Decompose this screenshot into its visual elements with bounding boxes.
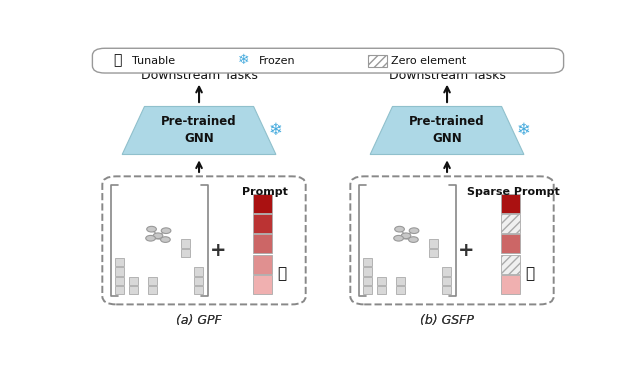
Text: 🔥: 🔥 (277, 266, 286, 281)
Bar (501, 275, 520, 294)
Bar (180, 249, 189, 257)
Text: Downstream Tasks: Downstream Tasks (141, 70, 257, 82)
Polygon shape (122, 107, 276, 155)
Bar (364, 286, 372, 294)
Circle shape (161, 237, 170, 242)
Text: Sparse Prompt: Sparse Prompt (467, 187, 559, 197)
Bar (194, 277, 203, 285)
Circle shape (394, 235, 403, 241)
Circle shape (408, 237, 419, 242)
Text: Prompt: Prompt (242, 187, 288, 197)
Bar (253, 214, 272, 233)
Text: Pre-trained
GNN: Pre-trained GNN (161, 116, 237, 146)
Text: 🔥: 🔥 (525, 266, 534, 281)
Text: (a) GPF: (a) GPF (176, 314, 222, 327)
Bar (501, 255, 520, 274)
Text: (a) GPF: (a) GPF (176, 314, 222, 327)
Bar (367, 55, 387, 67)
Text: ❄: ❄ (517, 121, 531, 139)
Text: Downstream Tasks: Downstream Tasks (388, 70, 506, 82)
Bar (129, 286, 138, 294)
Bar (364, 268, 372, 276)
Text: (b) GSFP: (b) GSFP (420, 314, 474, 327)
Text: Frozen: Frozen (259, 56, 295, 66)
FancyBboxPatch shape (92, 48, 564, 73)
Text: Pre-trained
GNN: Pre-trained GNN (409, 116, 485, 146)
Circle shape (409, 228, 419, 234)
Bar (376, 277, 385, 285)
Circle shape (146, 235, 156, 241)
Bar (194, 268, 203, 276)
Bar (253, 234, 272, 254)
Bar (148, 286, 157, 294)
Bar (442, 268, 451, 276)
Bar (501, 214, 520, 233)
FancyBboxPatch shape (102, 176, 306, 304)
Text: +: + (210, 241, 227, 260)
Text: ❄: ❄ (269, 121, 283, 139)
Bar (115, 258, 124, 266)
Bar (115, 286, 124, 294)
Circle shape (147, 226, 156, 232)
Text: +: + (458, 241, 474, 260)
Bar (501, 194, 520, 213)
Bar (115, 277, 124, 285)
Circle shape (395, 226, 404, 232)
Circle shape (153, 233, 163, 239)
Bar (115, 268, 124, 276)
Bar (429, 249, 438, 257)
Bar (396, 277, 405, 285)
Bar (129, 277, 138, 285)
Bar (253, 255, 272, 274)
Bar (148, 277, 157, 285)
Bar (364, 277, 372, 285)
Text: (b) GSFP: (b) GSFP (420, 314, 474, 327)
Circle shape (161, 228, 171, 234)
Polygon shape (370, 107, 524, 155)
FancyBboxPatch shape (350, 176, 554, 304)
Text: 🔥: 🔥 (113, 54, 122, 68)
Bar (180, 240, 189, 248)
Bar (429, 240, 438, 248)
Text: Tunable: Tunable (132, 56, 175, 66)
Bar (364, 258, 372, 266)
Bar (194, 286, 203, 294)
Bar (376, 286, 385, 294)
Circle shape (401, 233, 411, 239)
Bar (442, 277, 451, 285)
Bar (253, 194, 272, 213)
Bar (442, 286, 451, 294)
Text: ❄: ❄ (238, 53, 250, 67)
Text: Zero element: Zero element (392, 56, 467, 66)
Bar (501, 234, 520, 254)
Bar (253, 275, 272, 294)
Bar (396, 286, 405, 294)
